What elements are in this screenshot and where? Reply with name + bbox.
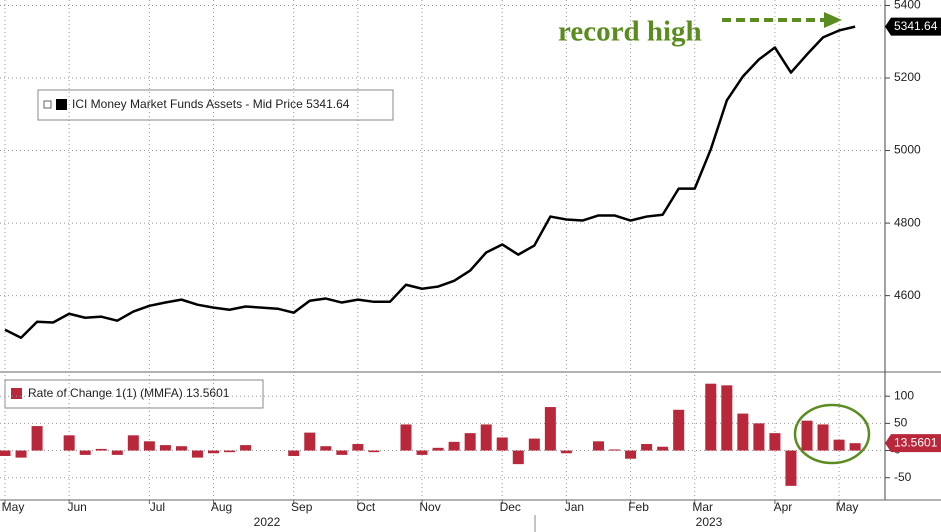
bar [544,407,556,451]
x-tick-label: May [836,500,859,514]
y-tick-label: -50 [894,470,912,484]
bar [801,420,813,451]
bar [673,409,685,451]
x-tick-label: Sep [291,500,313,514]
bar [496,437,508,451]
bar [111,450,123,455]
bar [31,426,43,451]
x-tick-label: Apr [774,500,793,514]
bar [336,450,348,455]
y-tick-label: 100 [894,388,914,402]
legend-box [37,89,394,121]
bar [352,444,364,451]
bar [63,435,75,451]
year-label: 2023 [696,515,723,529]
annotation: record high [558,16,702,48]
year-label: 2022 [254,515,281,529]
bar [480,424,492,451]
bar [175,446,187,451]
x-tick-label: Jan [565,500,584,514]
y-tick-label: 5000 [894,143,921,157]
last-value-tag [885,434,941,453]
bar [240,445,252,451]
arrow-head [824,12,842,28]
bar [15,450,27,458]
highlight-ellipse [793,403,871,465]
y-tick-label: 4800 [894,215,921,229]
x-tick-label: Oct [357,500,376,514]
bar [95,448,107,451]
bar [753,423,765,451]
bar [208,450,220,454]
bar [127,435,139,451]
x-tick-label: Nov [419,500,440,514]
last-value-label: 13.5601 [894,435,938,449]
legend-toggle [43,100,52,109]
bar [304,432,316,451]
bar [737,413,749,451]
bar [721,385,733,451]
bar [528,438,540,451]
bar [0,450,11,456]
x-tick-label: Jul [150,500,165,514]
x-tick-label: Aug [211,500,232,514]
x-tick-label: May [2,500,25,514]
bar [143,441,155,451]
y-tick-label: 5200 [894,70,921,84]
line-series [4,25,856,339]
x-tick-label: Mar [692,500,713,514]
y-tick-label: 4600 [894,288,921,302]
last-value-label: 5341.64 [894,19,938,33]
bar [625,450,637,459]
bar [833,439,845,451]
bar [657,446,669,451]
legend-label: Rate of Change 1(1) (MMFA) 13.5601 [28,386,230,400]
legend-swatch [11,388,22,399]
bar [159,445,171,451]
bar [288,450,300,456]
bar [817,424,829,451]
bar [448,441,460,451]
x-tick-label: Dec [500,500,521,514]
legend-box [4,379,264,409]
last-value-tag [885,17,941,36]
bar [416,450,428,455]
bar [705,383,717,451]
y-tick-label: 50 [894,416,908,430]
x-tick-label: Jun [67,500,86,514]
bar [320,446,332,451]
bar [368,450,380,453]
bar [560,450,572,454]
bar [79,450,91,455]
bar [641,444,653,451]
bar [785,450,797,486]
x-tick-label: Feb [628,500,649,514]
legend-label: ICI Money Market Funds Assets - Mid Pric… [72,97,350,111]
bar [464,433,476,451]
bar [191,450,203,458]
bar [592,441,604,451]
bar [609,449,621,451]
y-tick-label: 5400 [894,0,921,12]
legend-swatch [56,99,67,110]
bar [400,424,412,451]
bar [769,433,781,451]
bar [512,450,524,465]
bar [224,450,236,453]
bar [432,447,444,451]
bar [849,443,861,451]
